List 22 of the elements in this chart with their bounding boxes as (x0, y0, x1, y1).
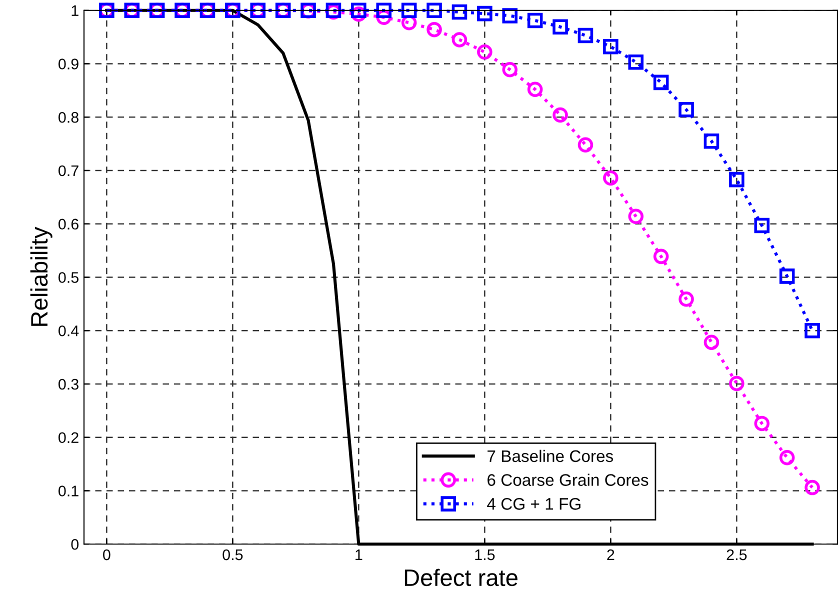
y-axis-title: Reliability (30, 226, 52, 326)
y-tick-label: 1 (72, 5, 78, 16)
legend-label: 7 Baseline Cores (488, 450, 614, 462)
legend-label: 6 Coarse Grain Cores (488, 474, 648, 486)
x-tick-label: 0.5 (222, 549, 243, 560)
x-tick-label: 0 (103, 549, 110, 560)
y-tick-label: 0 (71, 538, 79, 550)
y-tick-label: 0.6 (58, 218, 78, 230)
legend-label: 4 CG + 1 FG (487, 498, 580, 510)
x-axis-title: Defect rate (404, 568, 518, 586)
y-tick-label: 0.9 (58, 58, 78, 70)
x-tick-label: 1.5 (475, 550, 495, 560)
y-tick-label: 0.5 (58, 272, 78, 283)
x-tick-label: 2 (607, 549, 614, 560)
y-tick-label: 0.3 (58, 378, 78, 390)
x-tick-label: 2.5 (726, 549, 747, 560)
y-tick-label: 0.7 (58, 165, 78, 176)
y-tick-label: 0.1 (58, 486, 78, 496)
x-tick-label: 1 (356, 550, 362, 560)
y-tick-label: 0.8 (58, 112, 78, 123)
y-tick-label: 0.2 (58, 432, 78, 444)
y-tick-label: 0.4 (58, 325, 79, 336)
